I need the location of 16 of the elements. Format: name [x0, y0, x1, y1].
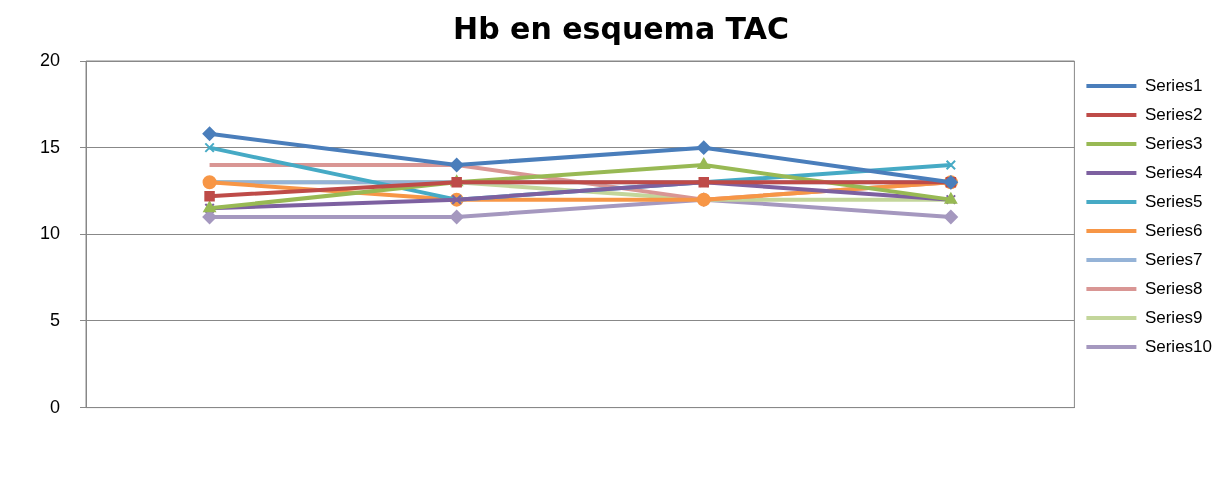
legend-label: Series9 [1144, 307, 1203, 327]
legend-label: Series2 [1144, 104, 1203, 124]
legend-label: Series6 [1144, 220, 1203, 240]
chart-title: Hb en esquema TAC [453, 10, 789, 46]
y-tick-label: 15 [39, 136, 61, 157]
legend-label: Series1 [1144, 75, 1203, 95]
y-tick-label: 5 [50, 309, 61, 330]
y-tick-label: 20 [39, 49, 61, 70]
legend-label: Series5 [1144, 191, 1203, 211]
legend-label: Series10 [1144, 336, 1213, 356]
legend-label: Series7 [1144, 249, 1203, 269]
legend-label: Series3 [1144, 133, 1203, 153]
y-tick-label: 0 [50, 396, 61, 417]
legend-label: Series4 [1144, 162, 1203, 182]
y-tick-label: 10 [39, 223, 61, 244]
legend-label: Series8 [1144, 278, 1203, 298]
